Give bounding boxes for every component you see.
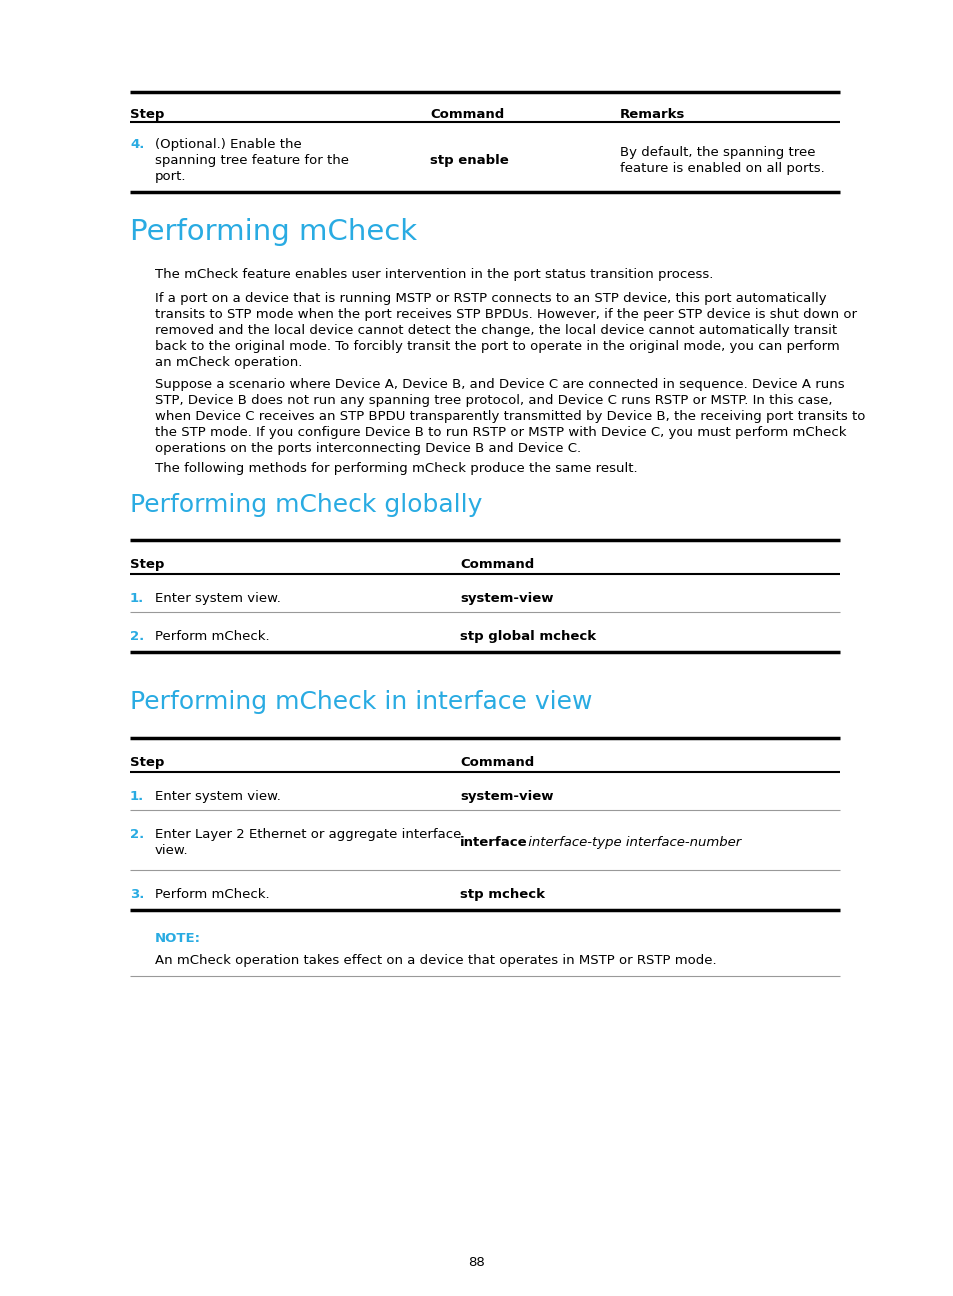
Text: The mCheck feature enables user intervention in the port status transition proce: The mCheck feature enables user interven… <box>154 268 713 281</box>
Text: removed and the local device cannot detect the change, the local device cannot a: removed and the local device cannot dete… <box>154 324 836 337</box>
Text: An mCheck operation takes effect on a device that operates in MSTP or RSTP mode.: An mCheck operation takes effect on a de… <box>154 954 716 967</box>
Text: Command: Command <box>459 756 534 769</box>
Text: By default, the spanning tree: By default, the spanning tree <box>619 146 815 159</box>
Text: interface-type interface-number: interface-type interface-number <box>523 836 740 849</box>
Text: stp enable: stp enable <box>430 154 508 167</box>
Text: interface: interface <box>459 836 527 849</box>
Text: NOTE:: NOTE: <box>154 932 201 945</box>
Text: an mCheck operation.: an mCheck operation. <box>154 356 302 369</box>
Text: operations on the ports interconnecting Device B and Device C.: operations on the ports interconnecting … <box>154 442 580 455</box>
Text: transits to STP mode when the port receives STP BPDUs. However, if the peer STP : transits to STP mode when the port recei… <box>154 308 856 321</box>
Text: system-view: system-view <box>459 592 553 605</box>
Text: spanning tree feature for the: spanning tree feature for the <box>154 154 349 167</box>
Text: Command: Command <box>459 559 534 572</box>
Text: Perform mCheck.: Perform mCheck. <box>154 888 270 901</box>
Text: Suppose a scenario where Device A, Device B, and Device C are connected in seque: Suppose a scenario where Device A, Devic… <box>154 378 843 391</box>
Text: 2.: 2. <box>130 828 144 841</box>
Text: The following methods for performing mCheck produce the same result.: The following methods for performing mCh… <box>154 461 637 476</box>
Text: 1.: 1. <box>130 791 144 804</box>
Text: Enter system view.: Enter system view. <box>154 791 280 804</box>
Text: Performing mCheck: Performing mCheck <box>130 218 416 246</box>
Text: Step: Step <box>130 108 164 121</box>
Text: 4.: 4. <box>130 137 144 152</box>
Text: port.: port. <box>154 170 186 183</box>
Text: Step: Step <box>130 756 164 769</box>
Text: 1.: 1. <box>130 592 144 605</box>
Text: Performing mCheck in interface view: Performing mCheck in interface view <box>130 689 592 714</box>
Text: Performing mCheck globally: Performing mCheck globally <box>130 492 482 517</box>
Text: Enter Layer 2 Ethernet or aggregate interface: Enter Layer 2 Ethernet or aggregate inte… <box>154 828 461 841</box>
Text: 88: 88 <box>468 1256 485 1269</box>
Text: Perform mCheck.: Perform mCheck. <box>154 630 270 643</box>
Text: (Optional.) Enable the: (Optional.) Enable the <box>154 137 301 152</box>
Text: Command: Command <box>430 108 504 121</box>
Text: Enter system view.: Enter system view. <box>154 592 280 605</box>
Text: STP, Device B does not run any spanning tree protocol, and Device C runs RSTP or: STP, Device B does not run any spanning … <box>154 394 832 407</box>
Text: stp mcheck: stp mcheck <box>459 888 544 901</box>
Text: system-view: system-view <box>459 791 553 804</box>
Text: back to the original mode. To forcibly transit the port to operate in the origin: back to the original mode. To forcibly t… <box>154 340 839 353</box>
Text: view.: view. <box>154 844 189 857</box>
Text: 3.: 3. <box>130 888 144 901</box>
Text: the STP mode. If you configure Device B to run RSTP or MSTP with Device C, you m: the STP mode. If you configure Device B … <box>154 426 845 439</box>
Text: when Device C receives an STP BPDU transparently transmitted by Device B, the re: when Device C receives an STP BPDU trans… <box>154 410 864 422</box>
Text: If a port on a device that is running MSTP or RSTP connects to an STP device, th: If a port on a device that is running MS… <box>154 292 825 305</box>
Text: 2.: 2. <box>130 630 144 643</box>
Text: stp global mcheck: stp global mcheck <box>459 630 596 643</box>
Text: feature is enabled on all ports.: feature is enabled on all ports. <box>619 162 824 175</box>
Text: Remarks: Remarks <box>619 108 684 121</box>
Text: Step: Step <box>130 559 164 572</box>
